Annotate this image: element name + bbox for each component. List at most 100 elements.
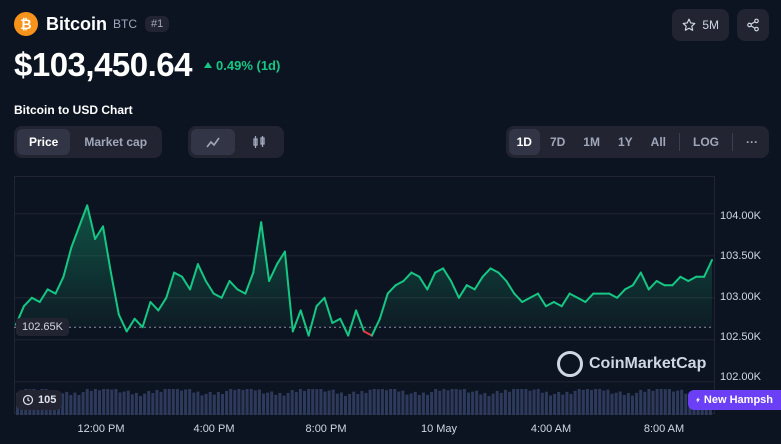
- volume-bar: [471, 391, 475, 415]
- volume-bar: [266, 392, 270, 415]
- history-count: 105: [38, 394, 57, 406]
- volume-bar: [495, 390, 499, 415]
- price-line-segment: [252, 221, 263, 274]
- price-line-segment: [141, 301, 152, 329]
- volume-bar: [442, 389, 446, 415]
- watchlist-count: 5M: [702, 18, 719, 32]
- price-line-segment: [703, 259, 713, 278]
- star-icon: [682, 18, 696, 31]
- volume-bar: [446, 390, 450, 415]
- clock-history-icon: [22, 394, 34, 406]
- volume-bar: [200, 395, 204, 415]
- volume-bar: [339, 392, 343, 415]
- volume-bar: [483, 392, 487, 415]
- range-7d[interactable]: 7D: [549, 135, 566, 149]
- volume-bar: [237, 389, 241, 415]
- y-tick-label: 104.00K: [720, 210, 761, 222]
- volume-bar: [180, 390, 183, 415]
- volume-bar: [372, 389, 376, 415]
- price-line-segment: [165, 271, 176, 299]
- volume-bar: [257, 389, 261, 415]
- rank-badge: #1: [145, 16, 170, 32]
- line-chart-button[interactable]: [191, 129, 235, 155]
- volume-bar: [389, 389, 393, 415]
- volume-bar: [171, 389, 175, 415]
- log-scale-button[interactable]: LOG: [693, 135, 719, 149]
- volume-bar: [512, 389, 516, 415]
- volume-bar: [585, 389, 589, 415]
- volume-bar: [610, 393, 614, 415]
- volume-bar: [606, 389, 610, 415]
- volume-bar: [204, 393, 208, 415]
- price-line-segment: [109, 271, 120, 316]
- line-chart-icon: [206, 137, 220, 148]
- history-chip[interactable]: 105: [16, 390, 63, 410]
- y-tick-label: 103.00K: [720, 291, 761, 303]
- volume-bar: [262, 393, 265, 415]
- range-all[interactable]: All: [650, 135, 666, 149]
- price-line-segment: [624, 284, 634, 291]
- volume-bar: [450, 389, 454, 415]
- range-1y[interactable]: 1Y: [617, 135, 633, 149]
- volume-bar: [73, 392, 77, 415]
- price-line-segment: [189, 263, 199, 291]
- volume-bar: [651, 390, 655, 415]
- volume-bar: [311, 389, 315, 415]
- coinmarketcap-watermark: CoinMarketCap: [557, 351, 706, 377]
- candlestick-icon: [253, 136, 265, 148]
- volume-bar: [216, 391, 220, 415]
- price-line-segment: [639, 271, 650, 291]
- volume-bar: [573, 390, 577, 415]
- range-1m[interactable]: 1M: [583, 135, 600, 149]
- x-tick-label: 8:00 AM: [643, 423, 685, 435]
- range-1d[interactable]: 1D: [508, 129, 540, 155]
- volume-bar: [151, 393, 155, 415]
- volume-bar: [368, 389, 372, 415]
- price-line-segment: [386, 284, 397, 295]
- price-line-segment: [212, 292, 223, 299]
- volume-bar: [348, 393, 352, 415]
- price-line-segment: [181, 275, 191, 291]
- candlestick-button[interactable]: [237, 129, 281, 155]
- volume-bar: [65, 391, 69, 415]
- price-line-segment: [370, 317, 381, 337]
- volume-bar: [331, 389, 335, 415]
- volume-bar: [159, 391, 163, 415]
- volume-bar: [249, 389, 253, 415]
- price-line-segment: [608, 292, 619, 299]
- chart-type-toggle: Price Market cap: [14, 126, 163, 158]
- tab-market-cap[interactable]: Market cap: [84, 135, 148, 149]
- volume-bar: [196, 391, 200, 415]
- volume-bar: [233, 389, 237, 415]
- caret-up-icon: [204, 62, 213, 68]
- promo-chip[interactable]: New Hampsh: [688, 390, 781, 410]
- volume-bar: [245, 389, 249, 415]
- price-line-segment: [394, 280, 405, 287]
- volume-bar: [540, 392, 544, 415]
- volume-bar: [385, 390, 388, 415]
- volume-bar: [327, 390, 331, 415]
- price-change: 0.49% (1d): [204, 58, 280, 73]
- volume-bar: [208, 391, 212, 415]
- watchlist-button[interactable]: 5M: [672, 9, 729, 41]
- volume-bar: [569, 393, 573, 415]
- volume-bar: [89, 390, 93, 415]
- volume-bar: [417, 394, 421, 415]
- watermark-text: CoinMarketCap: [589, 355, 707, 372]
- coinmarketcap-logo-icon: [557, 351, 583, 377]
- price-line-segment: [54, 275, 65, 295]
- price-chart[interactable]: [14, 176, 781, 444]
- volume-bar: [380, 389, 384, 415]
- volume-bar: [139, 395, 142, 415]
- volume-bar: [184, 389, 188, 415]
- volume-bar: [93, 389, 97, 415]
- x-tick-label: 8:00 PM: [305, 423, 347, 435]
- volume-bar: [487, 395, 491, 415]
- volume-bar: [434, 389, 438, 415]
- price-line-segment: [497, 271, 508, 282]
- share-button[interactable]: [737, 9, 769, 41]
- volume-bar: [602, 390, 606, 415]
- more-options-button[interactable]: ···: [746, 135, 758, 149]
- price-line-segment: [655, 280, 666, 287]
- tab-price[interactable]: Price: [17, 129, 71, 155]
